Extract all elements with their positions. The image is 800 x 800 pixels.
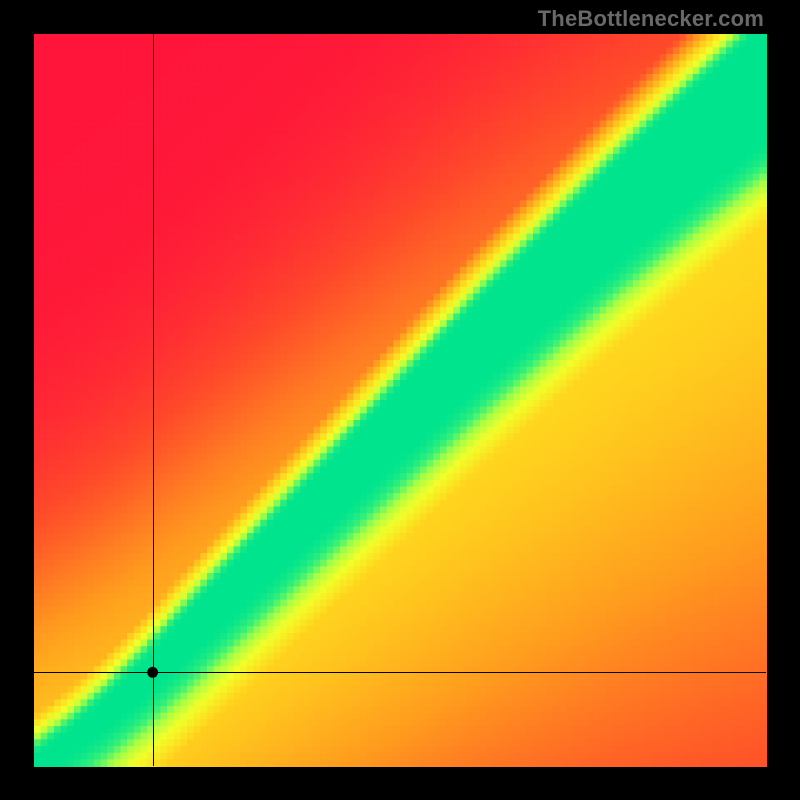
watermark-text: TheBottlenecker.com xyxy=(538,6,764,32)
bottleneck-heatmap-canvas xyxy=(0,0,800,800)
chart-container: { "watermark": { "text": "TheBottlenecke… xyxy=(0,0,800,800)
